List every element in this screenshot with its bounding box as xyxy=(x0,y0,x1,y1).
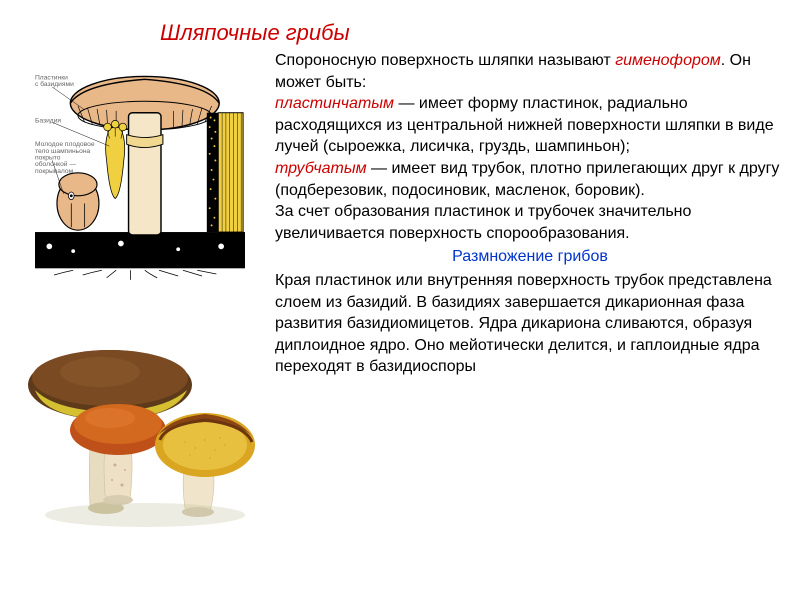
intro-text: Спороносную поверхность шляпки называют xyxy=(275,52,615,69)
page-title: Шляпочные грибы xyxy=(160,20,350,46)
basidium-detail xyxy=(104,120,127,198)
tubular-paragraph: трубчатым — имеет вид трубок, плотно при… xyxy=(275,158,785,201)
boletus-mushrooms-illustration xyxy=(10,330,265,540)
term-tubular: трубчатым xyxy=(275,160,367,177)
svg-text:покрывалом: покрывалом xyxy=(35,168,74,175)
young-mushroom xyxy=(57,173,99,230)
lamellar-paragraph: пластинчатым — имеет форму пластинок, ра… xyxy=(275,93,785,158)
tubular-detail xyxy=(207,113,243,232)
reproduction-subtitle: Размножение грибов xyxy=(275,246,785,268)
ground-layer xyxy=(35,232,245,270)
term-hymenophore: гименофором xyxy=(615,52,721,69)
mushroom-front-right xyxy=(155,413,255,517)
svg-text:с базидиями: с базидиями xyxy=(35,80,74,88)
mushroom-front-left xyxy=(70,404,166,505)
svg-text:Базидия: Базидия xyxy=(35,117,61,124)
spore-paragraph: За счет образования пластинок и трубочек… xyxy=(275,201,785,244)
ground-shadow xyxy=(45,503,245,527)
main-text-block: Спороносную поверхность шляпки называют … xyxy=(275,50,785,378)
mushroom-anatomy-diagram: Пластинки с базидиями Базидия Молодое пл… xyxy=(35,55,245,285)
term-lamellar: пластинчатым xyxy=(275,95,394,112)
reproduction-paragraph: Края пластинок или внутренняя поверхност… xyxy=(275,270,785,378)
intro-paragraph: Спороносную поверхность шляпки называют … xyxy=(275,50,785,93)
